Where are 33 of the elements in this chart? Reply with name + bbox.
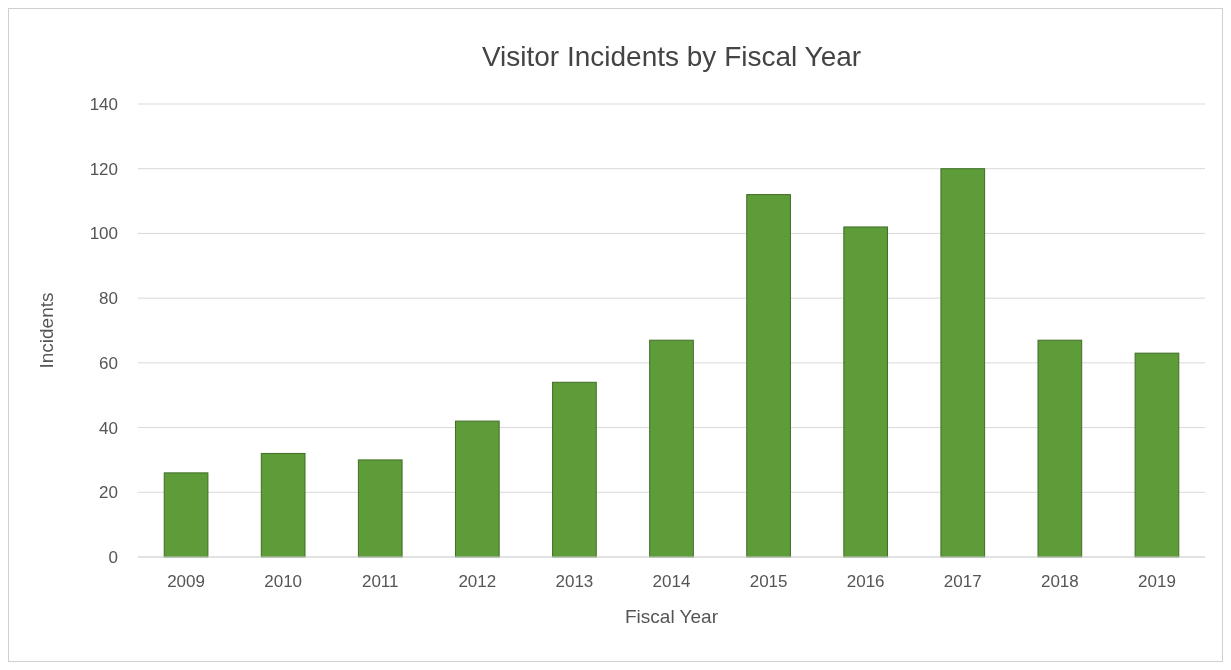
bar <box>163 472 209 558</box>
y-tick-label: 80 <box>99 289 118 309</box>
bar <box>1037 339 1083 558</box>
y-tick-label: 20 <box>99 483 118 503</box>
x-tick-label: 2019 <box>1138 572 1176 591</box>
x-axis-title: Fiscal Year <box>625 606 719 627</box>
bar <box>357 459 403 558</box>
bar <box>649 339 694 558</box>
y-tick-label: 100 <box>89 224 118 244</box>
y-tick-label: 60 <box>99 353 118 373</box>
y-tick-label: 120 <box>89 159 118 179</box>
x-tick-label: 2017 <box>943 572 982 591</box>
x-tick-label: 2013 <box>555 572 594 591</box>
bar <box>260 452 306 558</box>
x-tick-label: 2010 <box>264 572 303 591</box>
y-axis-title: Incidents <box>36 292 57 369</box>
x-tick-label: 2015 <box>749 572 788 591</box>
y-tick-label: 0 <box>108 547 118 567</box>
bar <box>454 420 500 558</box>
x-tick-label: 2009 <box>167 572 205 591</box>
y-tick-label: 140 <box>89 94 118 114</box>
x-tick-label: 2016 <box>846 572 885 591</box>
x-tick-label: 2011 <box>361 572 399 591</box>
bar <box>940 168 986 558</box>
x-tick-label: 2018 <box>1040 572 1079 591</box>
x-tick-label: 2014 <box>652 572 691 591</box>
bar <box>1134 352 1180 558</box>
y-tick-label: 40 <box>99 418 118 438</box>
bar <box>843 226 889 558</box>
bar <box>746 194 791 558</box>
x-tick-label: 2012 <box>458 572 497 591</box>
bar <box>552 381 597 558</box>
chart-title: Visitor Incidents by Fiscal Year <box>481 41 862 72</box>
